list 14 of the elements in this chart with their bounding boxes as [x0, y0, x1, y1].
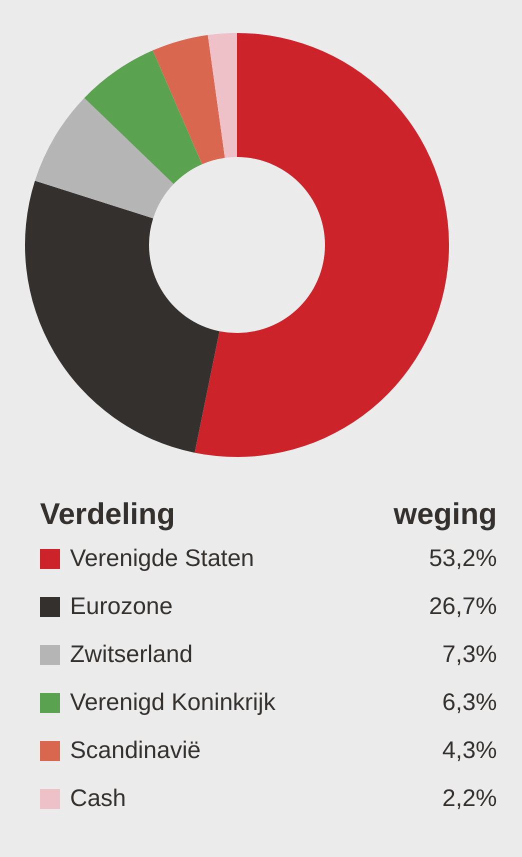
data-label: 26,7%: [428, 593, 497, 621]
data-label: 53,2%: [428, 545, 497, 573]
legend-label: Eurozone: [70, 593, 174, 621]
data-label: 2,2%: [442, 785, 497, 813]
legend-label: Zwitserland: [70, 641, 194, 669]
legend-label: Verenigde Staten: [70, 545, 256, 573]
data-label: 6,3%: [442, 689, 497, 717]
text: weging: [394, 497, 497, 533]
data-label: 7,3%: [442, 641, 497, 669]
legend-label: Cash: [70, 785, 128, 813]
data-label: 4,3%: [442, 737, 497, 765]
legend-title: Verdeling: [40, 497, 176, 533]
legend-label: Verenigd Koninkrijk: [70, 689, 276, 717]
legend-label: Scandinavië: [70, 737, 202, 765]
